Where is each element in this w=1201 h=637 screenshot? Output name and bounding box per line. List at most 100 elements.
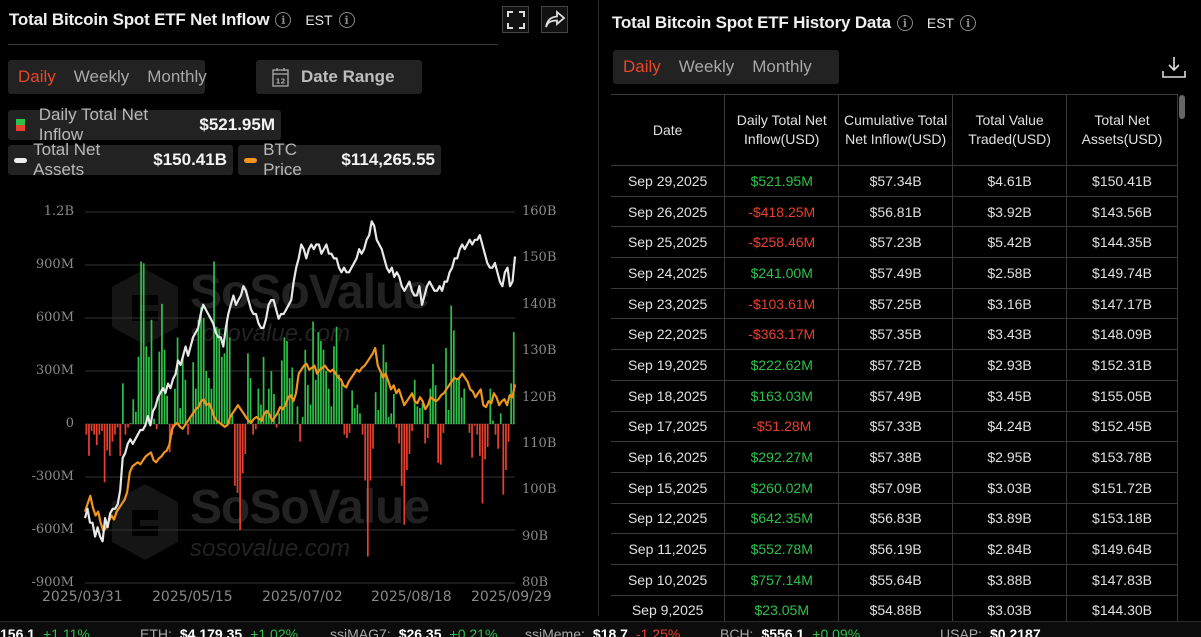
- table-row[interactable]: Sep 29,2025 $521.95M $57.34B $4.61B $150.41B: [611, 165, 1178, 197]
- table-header-row: Date Daily Total Net Inflow(USD) Cumulat…: [611, 94, 1178, 166]
- cell-date: Sep 15,2025: [611, 471, 726, 504]
- tab-monthly[interactable]: Monthly: [147, 67, 207, 86]
- table-row[interactable]: Sep 25,2025 -$258.46M $57.23B $5.42B $144.35…: [611, 226, 1178, 259]
- cell-inflow: -$418.25M: [724, 195, 840, 228]
- cell-inflow: $163.03M: [724, 379, 840, 412]
- ticker-name: ssiMeme:: [525, 626, 585, 637]
- inflow-chart[interactable]: SoSoValue sosovalue.com SoSoValue sosovalu…: [0, 195, 597, 615]
- cell-traded: $5.42B: [952, 226, 1068, 259]
- cell-traded: $4.61B: [952, 165, 1068, 197]
- tab-monthly[interactable]: Monthly: [752, 57, 812, 76]
- legend-btc-price[interactable]: BTC Price $114,265.55: [238, 140, 441, 179]
- history-table: Date Daily Total Net Inflow(USD) Cumulat…: [611, 94, 1178, 627]
- cell-date: Sep 22,2025: [611, 318, 726, 351]
- cell-assets: $155.05B: [1066, 379, 1178, 412]
- right-axis-tick: 100B: [522, 482, 557, 498]
- cell-assets: $152.45B: [1066, 410, 1178, 443]
- cell-date: Sep 23,2025: [611, 287, 726, 320]
- ticker-name: USAP:: [940, 626, 983, 637]
- cell-date: Sep 29,2025: [611, 165, 726, 197]
- ticker-price: 156.1: [0, 626, 36, 637]
- date-range-button[interactable]: 12 Date Range: [256, 60, 422, 94]
- table-row[interactable]: Sep 23,2025 -$103.61M $57.25B $3.16B $147.17…: [611, 287, 1178, 320]
- legend-assets-label: Total Net Assets: [33, 140, 101, 179]
- ticker-price: $18.7: [592, 626, 628, 637]
- left-axis-tick: -600M: [31, 522, 74, 537]
- ticker-item[interactable]: ssiMAG7: $26.35 +0.21%: [330, 626, 497, 637]
- table-row[interactable]: Sep 15,2025 $260.02M $57.09B $3.03B $151.72B: [611, 471, 1178, 504]
- cell-cumulative: $56.83B: [838, 502, 954, 535]
- cell-assets: $144.35B: [1066, 226, 1178, 259]
- cell-date: Sep 10,2025: [611, 563, 726, 596]
- ticker-item[interactable]: BCH: $556.1 +0.09%: [720, 626, 860, 637]
- right-axis-tick: 80B: [522, 575, 549, 590]
- table-row[interactable]: Sep 26,2025 -$418.25M $56.81B $3.92B $143.56…: [611, 195, 1178, 228]
- ticker-item[interactable]: 156.1 +1.11%: [0, 626, 90, 637]
- legend-total-net-assets[interactable]: Total Net Assets $150.41B: [8, 140, 233, 179]
- tab-weekly[interactable]: Weekly: [73, 67, 130, 86]
- cell-cumulative: $56.19B: [838, 533, 954, 565]
- right-axis-tick: 130B: [522, 343, 557, 359]
- cell-inflow: -$363.17M: [724, 318, 840, 351]
- col-net-assets[interactable]: Total Net Assets(USD): [1066, 94, 1178, 166]
- left-axis-tick: -900M: [31, 575, 74, 590]
- inflow-swatch-icon: [16, 119, 25, 131]
- timezone-info-icon[interactable]: i: [338, 12, 355, 28]
- date-range-label: Date Range: [301, 67, 395, 86]
- cell-date: Sep 11,2025: [611, 533, 726, 565]
- download-button[interactable]: [1161, 54, 1187, 80]
- cell-cumulative: $57.34B: [838, 165, 954, 197]
- table-row[interactable]: Sep 10,2025 $757.14M $55.64B $3.88B $147.83B: [611, 563, 1178, 596]
- table-scrollbar[interactable]: [1179, 95, 1185, 119]
- cell-traded: $3.45B: [952, 379, 1068, 412]
- download-icon: [1162, 57, 1186, 78]
- left-axis-tick: -300M: [31, 469, 74, 484]
- table-row[interactable]: Sep 19,2025 $222.62M $57.72B $2.93B $152.31B: [611, 349, 1178, 381]
- tab-daily[interactable]: Daily: [623, 57, 661, 76]
- tab-weekly[interactable]: Weekly: [678, 57, 735, 76]
- cell-date: Sep 25,2025: [611, 226, 726, 259]
- table-row[interactable]: Sep 12,2025 $642.35M $56.83B $3.89B $153.18B: [611, 502, 1178, 535]
- right-axis-tick: 120B: [522, 389, 557, 405]
- ticker-change: +1.02%: [250, 626, 299, 637]
- info-icon[interactable]: i: [275, 12, 292, 28]
- table-row[interactable]: Sep 11,2025 $552.78M $56.19B $2.84B $149.64B: [611, 533, 1178, 565]
- cell-traded: $2.58B: [952, 257, 1068, 289]
- ticker-item[interactable]: ETH: $4,179.35 +1.02%: [140, 626, 298, 637]
- ticker-name: ssiMAG7:: [330, 626, 391, 637]
- tab-daily[interactable]: Daily: [18, 67, 56, 86]
- col-date[interactable]: Date: [611, 94, 726, 166]
- cell-assets: $152.31B: [1066, 349, 1178, 381]
- cell-inflow: -$258.46M: [724, 226, 840, 259]
- table-row[interactable]: Sep 24,2025 $241.00M $57.49B $2.58B $149.74B: [611, 257, 1178, 289]
- ticker-item[interactable]: USAP: $0.2187: [940, 626, 1049, 637]
- timezone-info-icon[interactable]: i: [960, 15, 977, 31]
- ticker-item[interactable]: ssiMeme: $18.7 -1.25%: [525, 626, 680, 637]
- col-value-traded[interactable]: Total Value Traded(USD): [952, 94, 1068, 166]
- col-daily-inflow[interactable]: Daily Total Net Inflow(USD): [724, 94, 840, 166]
- cell-inflow: $552.78M: [724, 533, 840, 565]
- legend-inflow[interactable]: Daily Total Net Inflow $521.95M: [8, 105, 281, 144]
- calendar-icon: 12: [272, 68, 289, 87]
- info-icon[interactable]: i: [896, 15, 913, 31]
- cell-cumulative: $57.25B: [838, 287, 954, 320]
- col-cumulative-inflow[interactable]: Cumulative Total Net Inflow(USD): [838, 94, 954, 166]
- table-row[interactable]: Sep 17,2025 -$51.28M $57.33B $4.24B $152.45B: [611, 410, 1178, 443]
- cell-traded: $4.24B: [952, 410, 1068, 443]
- cell-assets: $153.18B: [1066, 502, 1178, 535]
- cell-cumulative: $57.49B: [838, 257, 954, 289]
- legend-inflow-label: Daily Total Net Inflow: [38, 105, 149, 144]
- table-row[interactable]: Sep 22,2025 -$363.17M $57.35B $3.43B $148.09…: [611, 318, 1178, 351]
- cell-date: Sep 16,2025: [611, 441, 726, 473]
- cell-inflow: $241.00M: [724, 257, 840, 289]
- table-row[interactable]: Sep 18,2025 $163.03M $57.49B $3.45B $155.05B: [611, 379, 1178, 412]
- right-axis-tick: 140B: [522, 296, 557, 312]
- timezone-label: EST: [305, 12, 333, 28]
- cell-cumulative: $57.09B: [838, 471, 954, 504]
- right-axis-tick: 110B: [522, 435, 557, 451]
- cell-date: Sep 19,2025: [611, 349, 726, 381]
- fullscreen-button[interactable]: [502, 6, 529, 33]
- share-button[interactable]: [541, 6, 568, 33]
- table-row[interactable]: Sep 16,2025 $292.27M $57.38B $2.95B $153.78B: [611, 441, 1178, 473]
- x-axis-tick: 2025/07/02: [262, 589, 343, 605]
